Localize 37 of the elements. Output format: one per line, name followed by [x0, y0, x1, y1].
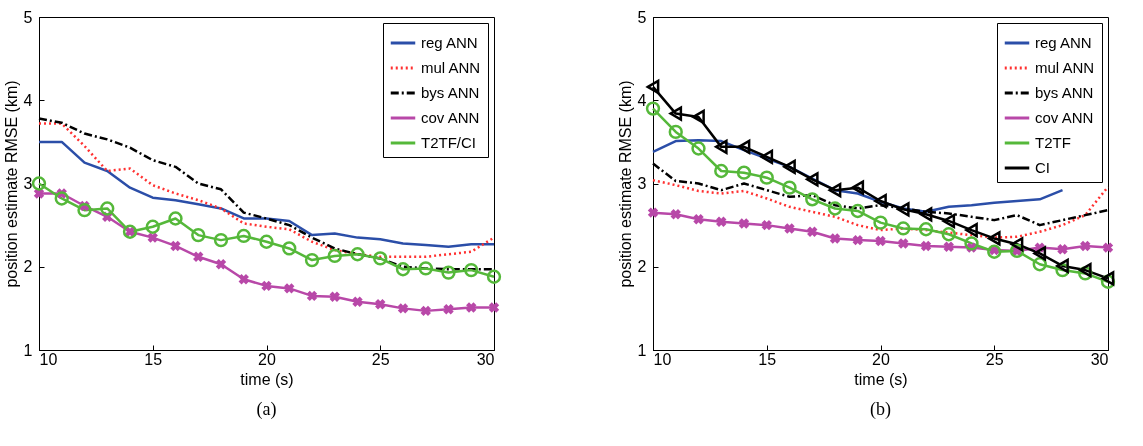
y-axis-title: position estimate RMSE (km) — [616, 80, 634, 288]
y-tick-label: 4 — [23, 91, 33, 109]
y-tick-label: 4 — [637, 91, 647, 109]
legend-label: mul ANN — [1035, 59, 1095, 76]
text: (b) — [870, 399, 891, 420]
x-axis-title: time (s) — [854, 370, 908, 388]
text: (a) — [256, 399, 277, 420]
y-tick-label: 2 — [23, 258, 33, 276]
x-axis-title: time (s) — [240, 370, 294, 388]
y-tick-label: 5 — [637, 8, 647, 26]
x-tick-label: 10 — [653, 350, 672, 368]
x-tick-label: 25 — [371, 350, 390, 368]
y-tick-label: 3 — [23, 175, 33, 192]
legend-label: T2TF/CI — [421, 134, 476, 151]
x-tick-label: 20 — [258, 350, 276, 368]
legend-label: bys ANN — [421, 84, 480, 101]
x-tick-label: 15 — [758, 350, 777, 368]
y-tick-label: 3 — [637, 175, 647, 192]
legend-label: reg ANN — [1035, 34, 1092, 51]
y-tick-label: 2 — [637, 258, 647, 276]
x-tick-label: 10 — [39, 350, 58, 368]
legend-label: reg ANN — [421, 34, 478, 51]
legend-label: cov ANN — [1035, 109, 1094, 126]
legend-label: mul ANN — [421, 59, 481, 76]
y-tick-label: 1 — [637, 341, 647, 359]
x-tick-label: 30 — [1090, 350, 1109, 368]
legend-label: CI — [1035, 159, 1050, 176]
legend-label: bys ANN — [1035, 84, 1094, 101]
y-tick-label: 1 — [23, 341, 33, 359]
x-tick-label: 30 — [476, 350, 495, 368]
y-axis-title: position estimate RMSE (km) — [2, 80, 20, 288]
legend-label: T2TF — [1035, 134, 1071, 151]
x-tick-label: 15 — [144, 350, 163, 368]
x-tick-label: 20 — [872, 350, 890, 368]
legend-label: cov ANN — [421, 109, 480, 126]
x-tick-label: 25 — [985, 350, 1004, 368]
y-tick-label: 5 — [23, 8, 33, 26]
